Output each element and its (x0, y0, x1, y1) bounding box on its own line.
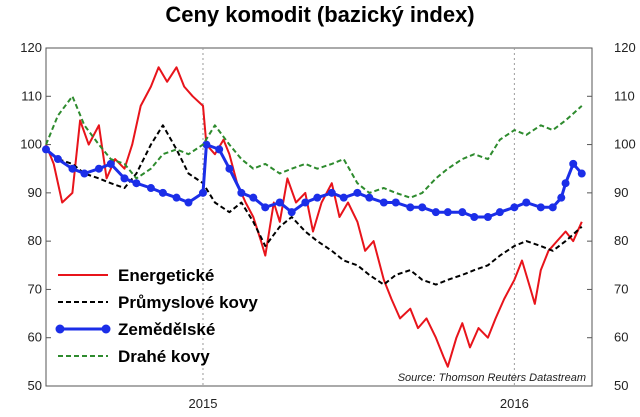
y-right-tick-label: 50 (614, 378, 628, 393)
y-left-tick-label: 60 (28, 330, 42, 345)
series-point (94, 164, 103, 173)
series-point (120, 174, 129, 183)
series-point (132, 179, 141, 188)
series-point (158, 188, 167, 197)
series-point (327, 188, 336, 197)
y-right-tick-label: 120 (614, 40, 636, 55)
series-point (536, 203, 545, 212)
series-point (146, 184, 155, 193)
series-point (561, 179, 570, 188)
series-point (106, 159, 115, 168)
series-point (313, 193, 322, 202)
series-point (353, 188, 362, 197)
y-right-tick-label: 80 (614, 233, 628, 248)
series-point (261, 203, 270, 212)
legend-label-3: Zemědělské (118, 320, 215, 339)
y-right-tick-label: 100 (614, 137, 636, 152)
series-point (495, 208, 504, 217)
series-point (215, 145, 224, 154)
series-point (225, 164, 234, 173)
y-left-tick-label: 80 (28, 233, 42, 248)
y-right-tick-label: 70 (614, 281, 628, 296)
series-point (53, 155, 62, 164)
series-point (418, 203, 427, 212)
plot-frame (45, 47, 593, 387)
series-point (365, 193, 374, 202)
legend-label-2: Průmyslové kovy (118, 293, 258, 312)
series-point (198, 188, 207, 197)
y-left-tick-label: 100 (20, 137, 42, 152)
series-point (301, 198, 310, 207)
grid (202, 48, 515, 386)
y-axis-right: 120 110 100 90 80 70 60 50 (587, 40, 636, 393)
series-point (287, 208, 296, 217)
series-point (275, 198, 284, 207)
y-left-tick-label: 90 (28, 185, 42, 200)
series-point (431, 208, 440, 217)
source-note: Source: Thomson Reuters Datastream (398, 372, 586, 384)
legend: Energetické Průmyslové kovy Zemědělské Drah… (55, 266, 258, 366)
y-right-tick-label: 90 (614, 185, 628, 200)
legend-marker (55, 324, 65, 334)
series-point (470, 213, 479, 221)
series-point (237, 188, 246, 197)
series-point (522, 198, 531, 207)
legend-label-1: Energetické (118, 266, 214, 285)
series-point (406, 203, 415, 212)
series-point (510, 203, 519, 212)
series-layer (42, 66, 586, 368)
x-axis: 2015 2016 (189, 396, 529, 411)
x-tick-label: 2015 (189, 396, 218, 411)
series-point (458, 208, 467, 217)
y-left-tick-label: 50 (28, 378, 42, 393)
series-point (577, 169, 586, 178)
series-point (443, 208, 452, 217)
series-point (172, 193, 181, 202)
legend-marker (101, 324, 111, 334)
chart-title: Ceny komodit (bazický index) (165, 2, 475, 27)
series-point (379, 198, 388, 207)
series-point (548, 203, 557, 212)
series-point (249, 193, 258, 202)
series-line-4 (45, 95, 583, 199)
x-tick-label: 2016 (500, 396, 529, 411)
y-left-tick-label: 70 (28, 281, 42, 296)
legend-label-4: Drahé kovy (118, 347, 210, 366)
series-point (68, 164, 77, 173)
y-right-tick-label: 60 (614, 330, 628, 345)
series-point (339, 193, 348, 202)
series-point (80, 169, 89, 178)
y-left-tick-label: 110 (21, 88, 42, 103)
y-axis-left: 120 110 100 90 80 70 60 50 (20, 40, 51, 393)
series-point (202, 140, 211, 149)
series-point (557, 193, 566, 202)
series-line-2 (45, 124, 583, 286)
series-point (391, 198, 400, 207)
series-point (42, 145, 50, 154)
y-left-tick-label: 120 (20, 40, 42, 55)
series-point (569, 159, 578, 168)
series-line-1 (45, 66, 583, 368)
y-right-tick-label: 110 (614, 88, 635, 103)
series-point (184, 198, 193, 207)
series-point (483, 213, 492, 221)
